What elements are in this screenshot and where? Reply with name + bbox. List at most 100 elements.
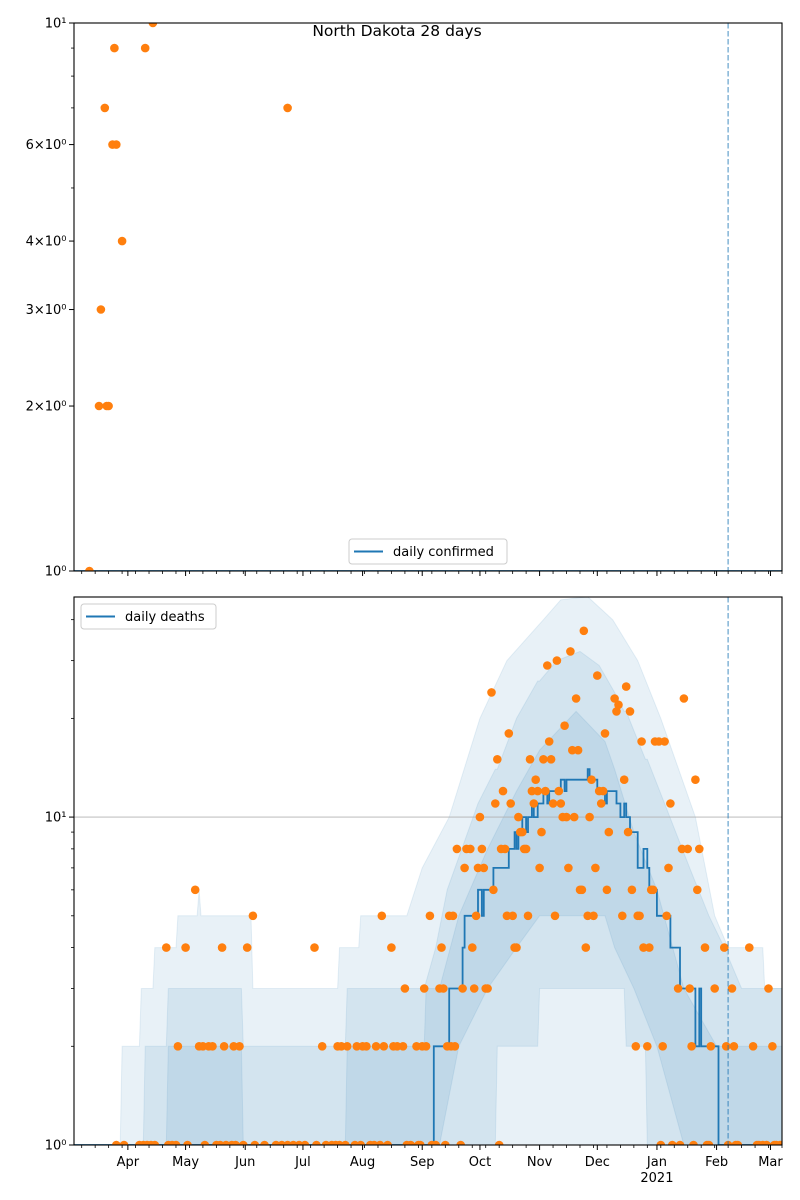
observed-point	[562, 812, 571, 822]
x-tick-label: Jul	[294, 1155, 311, 1170]
observed-point	[525, 755, 535, 764]
observed-point	[85, 566, 94, 571]
observed-point	[406, 1140, 415, 1145]
observed-point	[500, 844, 510, 854]
observed-point	[571, 694, 581, 703]
observed-point	[631, 1042, 641, 1051]
observed-point	[452, 844, 462, 854]
observed-point	[591, 863, 600, 873]
observed-point	[700, 943, 710, 952]
observed-point	[231, 1140, 240, 1145]
observed-point	[200, 1140, 210, 1145]
x-tick-label: Oct	[469, 1155, 491, 1170]
observed-point	[556, 799, 566, 808]
y-tick-label: 3×10⁰	[26, 303, 67, 318]
observed-point	[668, 1140, 677, 1145]
observed-point	[190, 885, 200, 895]
observed-point	[610, 694, 619, 703]
observed-point	[171, 1140, 181, 1145]
x-tick-label: Jan	[646, 1155, 667, 1170]
observed-point	[466, 844, 475, 854]
observed-point	[450, 1042, 460, 1051]
observed-point	[341, 1140, 350, 1145]
observed-point	[469, 984, 479, 993]
observed-point	[283, 103, 292, 113]
observed-point	[544, 737, 554, 746]
observed-point	[539, 755, 548, 764]
observed-point	[645, 943, 654, 952]
y-tick-label: 10¹	[45, 17, 67, 32]
observed-point	[643, 1042, 652, 1051]
observed-point	[479, 863, 489, 873]
y-tick-label: 2×10⁰	[26, 400, 67, 415]
observed-point	[521, 844, 531, 854]
observed-point	[569, 812, 579, 822]
observed-point	[529, 799, 539, 808]
observed-point	[94, 401, 104, 411]
observed-point	[566, 647, 575, 656]
observed-point	[425, 911, 435, 921]
plot-area	[74, 23, 782, 571]
y-tick-label: 4×10⁰	[26, 235, 67, 250]
observed-point	[219, 1042, 229, 1051]
observed-point	[475, 812, 485, 822]
observed-point	[602, 885, 612, 895]
observed-point	[710, 984, 719, 993]
observed-point	[489, 885, 498, 895]
y-tick-label: 10⁰	[45, 565, 67, 580]
observed-point	[579, 626, 589, 636]
x-tick-label: Aug	[350, 1155, 375, 1170]
observed-point	[181, 943, 190, 952]
observed-point	[648, 885, 658, 895]
observed-point	[300, 1140, 310, 1145]
observed-point	[587, 775, 596, 784]
observed-point	[487, 688, 496, 697]
observed-point	[775, 1140, 782, 1145]
legend-frame	[80, 603, 217, 630]
observed-point	[550, 911, 560, 921]
x-tick-label: May	[172, 1155, 199, 1170]
observed-points	[112, 626, 782, 1145]
observed-point	[162, 943, 171, 952]
observed-point	[183, 1140, 192, 1145]
observed-point	[720, 943, 729, 952]
observed-point	[691, 775, 700, 784]
observed-point	[477, 844, 487, 854]
observed-point	[745, 943, 754, 952]
x-tick-label: Sep	[410, 1155, 435, 1170]
observed-point	[400, 984, 410, 993]
y-tick-label: 10⁰	[45, 1139, 67, 1154]
observed-point	[656, 1140, 666, 1145]
observed-point	[727, 984, 737, 993]
observed-point	[148, 23, 158, 28]
observed-point	[312, 1140, 321, 1145]
observed-point	[100, 103, 110, 113]
observed-point	[733, 1140, 743, 1145]
observed-point	[112, 1140, 121, 1145]
observed-point	[260, 1140, 269, 1145]
observed-point	[614, 700, 623, 710]
legend: daily deaths	[80, 603, 217, 630]
y-tick-label: 10¹	[45, 811, 67, 826]
observed-point	[635, 911, 644, 921]
observed-point	[658, 1042, 667, 1051]
observed-point	[543, 661, 552, 670]
observed-point	[535, 863, 544, 873]
observed-point	[687, 1042, 696, 1051]
observed-point	[623, 827, 633, 837]
observed-point	[173, 1042, 183, 1051]
y-tick-label: 6×10⁰	[26, 138, 67, 153]
observed-point	[554, 786, 564, 796]
observed-point	[416, 1140, 425, 1145]
observed-point	[371, 1042, 381, 1051]
observed-point	[662, 911, 671, 921]
observed-point	[689, 1140, 698, 1145]
observed-point	[514, 812, 523, 822]
observed-point	[600, 729, 610, 738]
observed-point	[618, 911, 627, 921]
observed-point	[537, 827, 546, 837]
observed-point	[612, 707, 621, 716]
observed-point	[764, 984, 773, 993]
axes-frame	[73, 596, 783, 1146]
